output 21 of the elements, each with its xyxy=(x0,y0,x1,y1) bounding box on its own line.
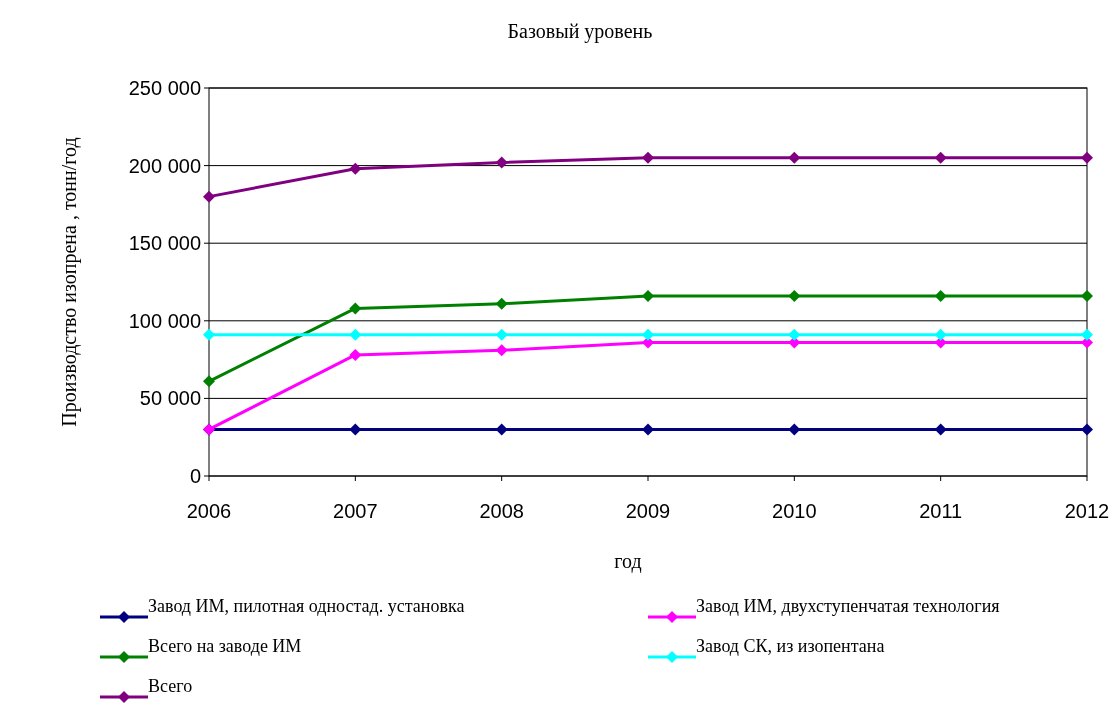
x-tick-label: 2009 xyxy=(625,500,671,522)
y-tick-label: 50 000 xyxy=(139,387,201,410)
x-axis-title: год xyxy=(614,550,642,573)
y-tick-label: 0 xyxy=(189,465,201,487)
x-tick-label: 2010 xyxy=(772,500,817,522)
x-tick-label: 2007 xyxy=(333,500,378,522)
y-tick-label: 200 000 xyxy=(128,154,201,177)
chart-title: Базовый уровень xyxy=(507,20,653,43)
x-tick-label: 2011 xyxy=(919,500,963,522)
legend-label: Завод СК, из изопентана xyxy=(696,636,885,656)
x-tick-label: 2012 xyxy=(1064,500,1110,522)
legend-label: Завод ИМ, пилотная одностад. установка xyxy=(148,596,465,616)
y-tick-label: 150 000 xyxy=(128,232,201,255)
x-tick-label: 2006 xyxy=(186,500,232,522)
legend-label: Всего на заводе ИМ xyxy=(148,636,302,656)
y-tick-label: 100 000 xyxy=(128,309,201,332)
legend-label: Всего xyxy=(148,676,193,696)
legend-label: Завод ИМ, двухступенчатая технология xyxy=(696,596,1000,616)
y-tick-label: 250 000 xyxy=(128,77,201,99)
y-axis-title: Производство изопрена , тонн/год xyxy=(58,137,81,427)
x-tick-label: 2008 xyxy=(479,500,524,522)
